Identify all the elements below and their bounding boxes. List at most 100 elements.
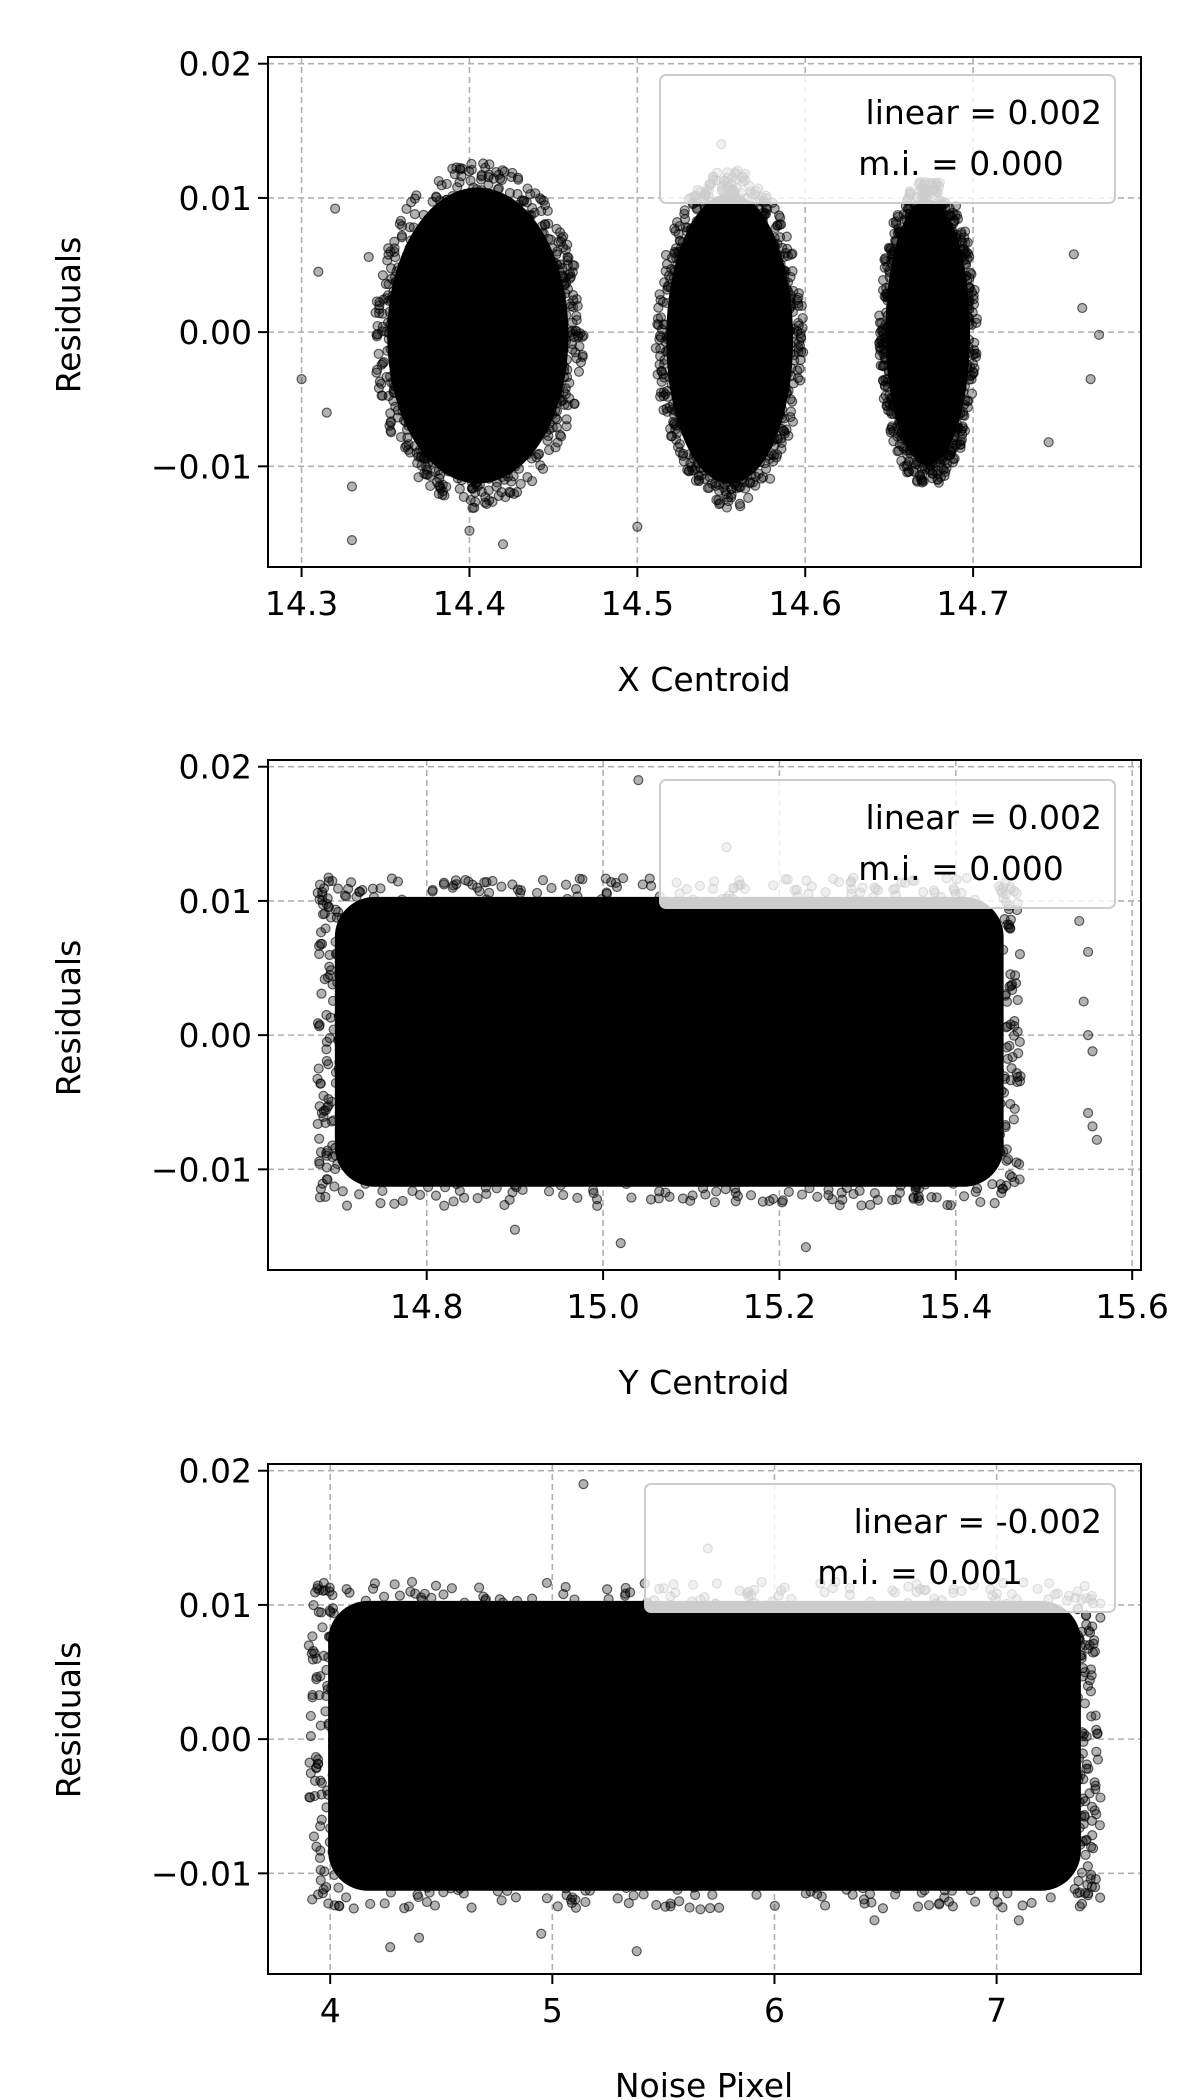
scatter-point	[397, 1195, 408, 1207]
scatter-point	[464, 525, 475, 536]
scatter-point	[1078, 996, 1089, 1007]
scatter-point	[578, 1479, 589, 1490]
scatter-point	[447, 163, 458, 174]
scatter-point	[438, 879, 450, 890]
scatter-point	[448, 1196, 459, 1207]
scatter-point	[466, 158, 477, 169]
scatter-point	[660, 249, 672, 261]
scatter-point	[569, 260, 580, 271]
scatter-point	[645, 1194, 657, 1205]
scatter-point	[793, 300, 804, 311]
scatter-point	[754, 457, 766, 468]
scatter-point	[743, 492, 754, 504]
scatter-point	[413, 472, 424, 483]
scatter-point	[691, 216, 702, 227]
scatter-point	[912, 1193, 924, 1204]
scatter-point	[559, 399, 570, 410]
scatter-point	[971, 313, 982, 325]
scatter-point	[383, 327, 395, 339]
scatter-point	[882, 291, 893, 303]
scatter-point	[333, 1035, 344, 1046]
scatter-point	[316, 1607, 327, 1618]
scatter-point	[491, 1183, 502, 1194]
y-tick-label: 0.01	[179, 179, 252, 218]
scatter-point	[560, 244, 571, 256]
scatter-point	[457, 163, 468, 174]
scatter-point	[1082, 946, 1094, 958]
y-tick-label: 0.00	[179, 1720, 252, 1759]
scatter-point	[560, 1883, 571, 1894]
scatter-point	[1009, 970, 1021, 981]
scatter-point	[333, 1063, 344, 1074]
scatter-point	[1091, 1746, 1102, 1757]
scatter-point	[1082, 1861, 1093, 1872]
scatter-point	[456, 193, 467, 204]
legend-line-mi: m.i. = 0.000	[858, 144, 1063, 183]
scatter-point	[779, 428, 790, 439]
scatter-point	[335, 1119, 347, 1130]
scatter-point	[483, 169, 495, 180]
scatter-point	[1082, 1680, 1094, 1692]
scatter-point	[963, 341, 974, 352]
scatter-point	[864, 1888, 876, 1900]
scatter-point	[554, 381, 566, 392]
legend-box: linear = 0.002 m.i. = 0.000	[659, 74, 1116, 204]
scatter-point	[800, 1242, 812, 1253]
scatter-point	[334, 1131, 346, 1142]
scatter-point	[603, 1594, 614, 1605]
scatter-point	[963, 374, 974, 385]
scatter-point	[669, 246, 680, 258]
legend-box: linear = 0.002 m.i. = 0.000	[659, 779, 1116, 909]
scatter-point	[314, 879, 326, 890]
scatter-point	[1092, 1754, 1104, 1765]
scatter-point	[348, 1903, 359, 1914]
scatter-point	[339, 890, 351, 901]
scatter-point	[1001, 1155, 1012, 1166]
scatter-point	[1076, 1653, 1087, 1664]
scatter-point	[631, 1946, 642, 1957]
scatter-point	[499, 166, 510, 177]
scatter-point	[551, 398, 563, 409]
scatter-point	[664, 1191, 675, 1202]
scatter-point	[315, 938, 326, 949]
scatter-point	[534, 193, 546, 204]
scatter-point	[440, 1182, 451, 1193]
scatter-point	[592, 1200, 603, 1212]
scatter-point	[1091, 1134, 1103, 1145]
scatter-point	[560, 879, 572, 890]
scatter-point	[637, 879, 648, 890]
scatter-point	[886, 257, 897, 268]
scatter-point	[459, 1597, 470, 1608]
scatter-point	[679, 208, 690, 220]
scatter-point	[966, 388, 978, 399]
scatter-point	[895, 1180, 906, 1191]
scatter-point	[316, 1789, 327, 1800]
scatter-point	[377, 270, 388, 281]
scatter-point	[336, 912, 347, 923]
scatter-point	[884, 282, 895, 293]
scatter-point	[401, 424, 413, 435]
subplot-noise-pixel: linear = -0.002 m.i. = 0.001 4 5 6 7 −0.01 0.…	[49, 1452, 1142, 2100]
scatter-point	[389, 387, 400, 399]
scatter-point	[476, 169, 487, 181]
scatter-point	[957, 421, 968, 432]
scatter-point	[931, 1192, 942, 1203]
scatter-point	[1068, 1811, 1079, 1822]
scatter-point	[360, 1178, 371, 1189]
scatter-point	[880, 354, 891, 365]
scatter-point	[557, 276, 568, 287]
scatter-point	[1081, 1759, 1092, 1770]
scatter-point	[403, 1901, 415, 1912]
scatter-point	[1006, 980, 1017, 992]
scatter-point	[665, 423, 676, 434]
scatter-point	[472, 1193, 483, 1204]
scatter-point	[1094, 1820, 1105, 1831]
scatter-point	[471, 184, 482, 195]
scatter-point	[502, 195, 513, 207]
y-tick-label: −0.01	[151, 1854, 252, 1893]
x-axis-label: Noise Pixel	[615, 2066, 793, 2100]
scatter-point	[1001, 996, 1013, 1007]
scatter-point	[321, 1802, 332, 1813]
scatter-point	[438, 1589, 449, 1600]
scatter-point	[695, 1904, 706, 1915]
